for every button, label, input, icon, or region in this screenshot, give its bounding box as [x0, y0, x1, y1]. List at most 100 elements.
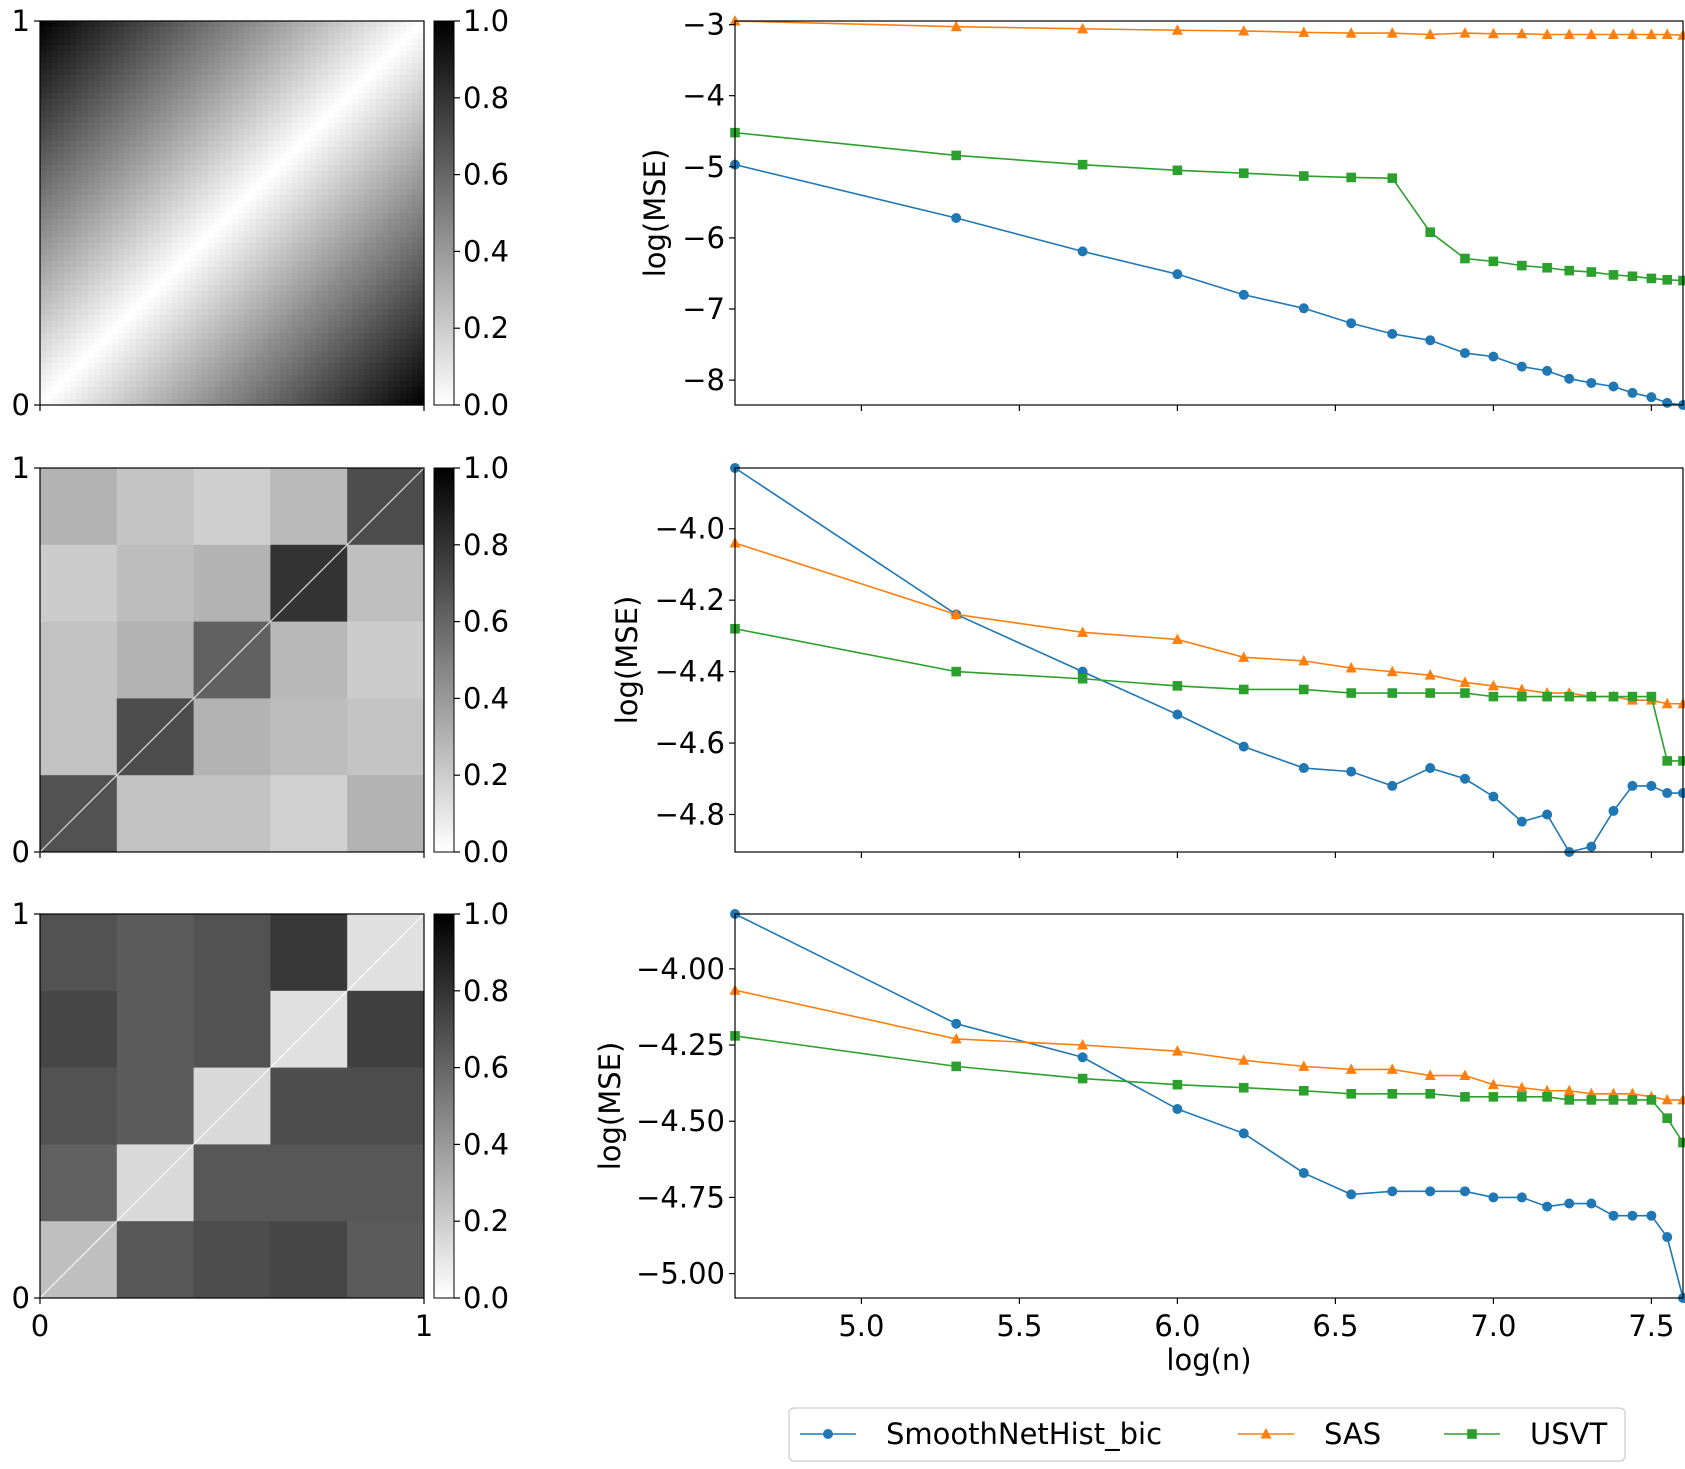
- heatmap-cell: [82, 129, 89, 136]
- heatmap-cell: [418, 303, 425, 310]
- heatmap-cell: [244, 303, 251, 310]
- heatmap-cell: [412, 255, 419, 262]
- data-point: [951, 150, 961, 161]
- heatmap-cell: [82, 147, 89, 154]
- heatmap-cell: [316, 177, 323, 184]
- heatmap-cell: [250, 285, 257, 292]
- series-line-SmoothNetHist_bic: [734, 467, 1683, 853]
- heatmap-cell: [226, 207, 233, 214]
- heatmap-cell: [196, 225, 203, 232]
- heatmap-cell: [382, 267, 389, 274]
- heatmap-cell: [388, 147, 395, 154]
- heatmap-cell: [106, 291, 113, 298]
- heatmap-cell: [388, 273, 395, 280]
- heatmap-cell: [250, 153, 257, 160]
- heatmap-cell: [358, 123, 365, 130]
- heatmap-cell: [208, 111, 215, 118]
- heatmap-cell: [334, 201, 341, 208]
- heatmap-cell: [376, 63, 383, 70]
- heatmap-cell: [142, 345, 149, 352]
- heatmap-cell: [256, 357, 263, 364]
- heatmap-cell: [388, 285, 395, 292]
- data-point: [1346, 688, 1356, 698]
- heatmap-cell: [400, 183, 407, 190]
- heatmap-cell: [190, 213, 197, 220]
- heatmap-cell: [76, 117, 83, 124]
- heatmap-cell: [70, 153, 77, 160]
- heatmap-cell: [394, 153, 401, 160]
- heatmap-cell: [184, 345, 191, 352]
- heatmap-cell: [412, 273, 419, 280]
- heatmap-cell: [196, 189, 203, 196]
- heatmap-cell: [238, 255, 245, 262]
- heatmap-cell: [172, 93, 179, 100]
- heatmap-cell: [100, 279, 107, 286]
- heatmap-cell: [286, 183, 293, 190]
- heatmap-cell: [400, 87, 407, 94]
- heatmap-cell: [316, 195, 323, 202]
- heatmap-cell: [250, 213, 257, 220]
- heatmap-cell: [148, 171, 155, 178]
- heatmap-cell: [406, 231, 413, 238]
- heatmap-cell: [148, 141, 155, 148]
- heatmap-cell: [244, 231, 251, 238]
- heatmap-cell: [58, 273, 65, 280]
- data-point: [1346, 172, 1356, 183]
- heatmap-cell: [136, 363, 143, 370]
- heatmap-cell: [274, 153, 281, 160]
- heatmap-cell: [220, 303, 227, 310]
- heatmap-cell: [376, 183, 383, 190]
- heatmap-cell: [70, 213, 77, 220]
- heatmap-cell: [166, 261, 173, 268]
- heatmap-cell: [232, 207, 239, 214]
- heatmap-cell: [298, 141, 305, 148]
- heatmap-cell: [376, 21, 383, 28]
- heatmap-cell: [286, 291, 293, 298]
- heatmap-cell: [322, 201, 329, 208]
- heatmap-cell: [346, 357, 353, 364]
- heatmap-cell: [88, 39, 95, 46]
- heatmap-cell: [400, 321, 407, 328]
- heatmap-cell: [388, 315, 395, 322]
- heatmap-cell: [250, 135, 257, 142]
- heatmap-cell: [340, 111, 347, 118]
- heatmap-cell: [304, 285, 311, 292]
- heatmap-cell: [364, 369, 371, 376]
- heatmap-cell: [406, 99, 413, 106]
- heatmap-cell: [202, 171, 209, 178]
- heatmap-cell: [232, 87, 239, 94]
- heatmap-cell: [76, 225, 83, 232]
- heatmap-cell: [370, 117, 377, 124]
- heatmap-cell: [358, 399, 365, 406]
- heatmap-cell: [238, 135, 245, 142]
- heatmap-cell: [172, 393, 179, 400]
- data-point: [1387, 780, 1398, 791]
- heatmap-cell: [316, 327, 323, 334]
- heatmap-cell: [280, 189, 287, 196]
- heatmap-cell: [190, 339, 197, 346]
- heatmap-cell: [292, 129, 299, 136]
- heatmap-cell: [172, 129, 179, 136]
- heatmap-cell: [334, 273, 341, 280]
- heatmap-cell: [346, 225, 353, 232]
- heatmap-cell: [166, 255, 173, 262]
- heatmap-cell: [118, 57, 125, 64]
- heatmap-cell: [136, 399, 143, 406]
- heatmap-cell: [88, 345, 95, 352]
- heatmap-cell: [310, 243, 317, 250]
- heatmap-cell: [220, 399, 227, 406]
- heatmap-cell: [142, 51, 149, 58]
- heatmap-cell: [196, 99, 203, 106]
- heatmap-cell: [100, 75, 107, 82]
- heatmap-cell: [220, 393, 227, 400]
- heatmap-cell: [106, 33, 113, 40]
- heatmap-cell: [52, 279, 59, 286]
- heatmap-cell: [82, 231, 89, 238]
- heatmap-cell: [196, 231, 203, 238]
- heatmap-cell: [214, 93, 221, 100]
- heatmap-cell: [136, 57, 143, 64]
- heatmap-cell: [58, 117, 65, 124]
- heatmap-cell: [334, 75, 341, 82]
- heatmap-cell: [358, 189, 365, 196]
- heatmap-cell: [82, 339, 89, 346]
